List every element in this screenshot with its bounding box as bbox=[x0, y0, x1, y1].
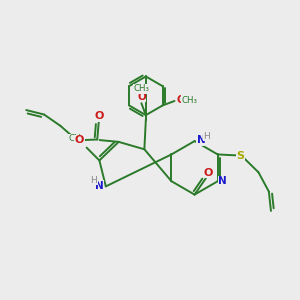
Text: S: S bbox=[236, 151, 244, 161]
Text: N: N bbox=[218, 176, 227, 186]
Text: H: H bbox=[91, 176, 97, 185]
Text: N: N bbox=[95, 181, 103, 191]
Text: CH₃: CH₃ bbox=[134, 84, 149, 93]
Text: O: O bbox=[74, 135, 84, 145]
Text: O: O bbox=[203, 168, 213, 178]
Text: O: O bbox=[176, 95, 185, 105]
Text: N: N bbox=[197, 136, 206, 146]
Text: O: O bbox=[137, 92, 146, 102]
Text: CH₃: CH₃ bbox=[181, 96, 197, 105]
Text: H: H bbox=[203, 131, 210, 140]
Text: O: O bbox=[94, 111, 104, 121]
Text: CH₃: CH₃ bbox=[68, 134, 85, 143]
